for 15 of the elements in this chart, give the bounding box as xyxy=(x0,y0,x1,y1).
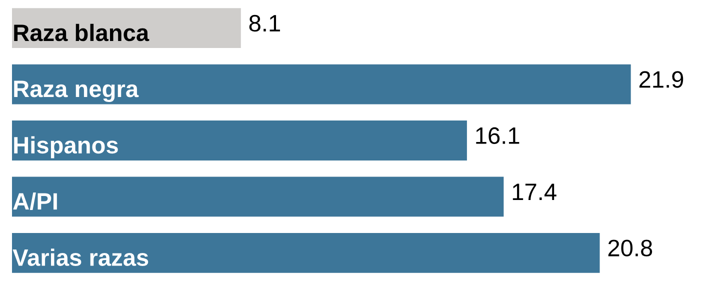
y-tick-label: A/PI xyxy=(13,192,57,210)
data-label: 16.1 xyxy=(476,127,520,144)
y-tick-label: Varias razas xyxy=(12,248,148,266)
bar xyxy=(12,232,600,273)
data-label: 17.4 xyxy=(512,184,556,200)
y-tick-label: Raza blanca xyxy=(14,24,150,42)
bar xyxy=(12,64,631,104)
bar xyxy=(12,176,504,217)
bar xyxy=(12,120,467,160)
data-label: 20.8 xyxy=(608,240,652,256)
y-tick-label: Raza negra xyxy=(14,80,139,102)
data-label: 21.9 xyxy=(639,71,684,88)
bar xyxy=(12,8,241,48)
y-tick-label: Hispanos xyxy=(14,136,118,158)
data-label: 8.1 xyxy=(249,14,280,32)
